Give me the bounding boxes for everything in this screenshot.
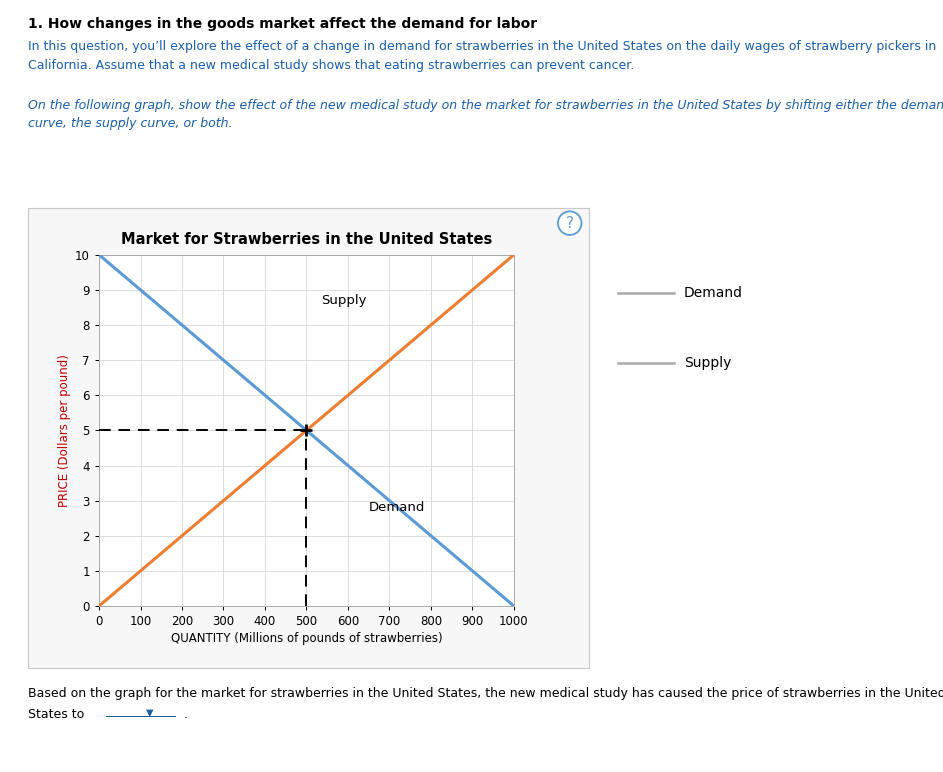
Text: 1. How changes in the goods market affect the demand for labor: 1. How changes in the goods market affec…	[28, 17, 538, 31]
Text: .: .	[184, 708, 188, 721]
Text: Supply: Supply	[684, 356, 731, 370]
Text: ?: ?	[566, 215, 573, 231]
Text: Supply: Supply	[321, 294, 367, 307]
Text: On the following graph, show the effect of the new medical study on the market f: On the following graph, show the effect …	[28, 99, 943, 130]
Text: ▼: ▼	[146, 708, 154, 718]
Text: Demand: Demand	[684, 286, 743, 300]
Text: Demand: Demand	[369, 501, 425, 514]
X-axis label: QUANTITY (Millions of pounds of strawberries): QUANTITY (Millions of pounds of strawber…	[171, 632, 442, 645]
Text: Based on the graph for the market for strawberries in the United States, the new: Based on the graph for the market for st…	[28, 687, 943, 700]
Text: In this question, you’ll explore the effect of a change in demand for strawberri: In this question, you’ll explore the eff…	[28, 40, 936, 72]
Title: Market for Strawberries in the United States: Market for Strawberries in the United St…	[121, 232, 492, 246]
Y-axis label: PRICE (Dollars per pound): PRICE (Dollars per pound)	[58, 354, 71, 507]
Text: States to: States to	[28, 708, 89, 721]
